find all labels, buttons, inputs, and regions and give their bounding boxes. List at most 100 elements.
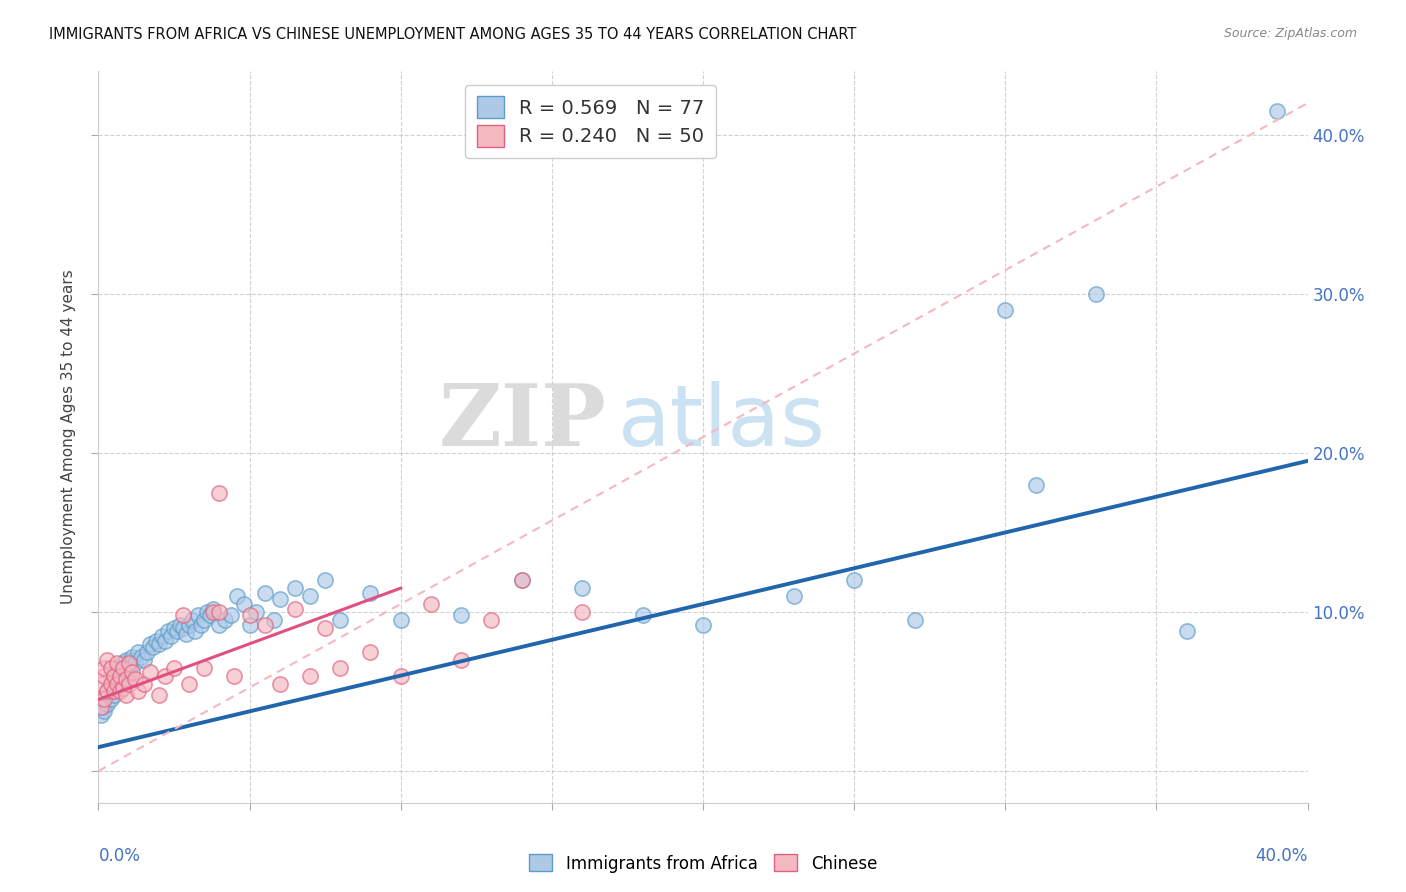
Point [994, 302, 1017, 317]
Point [148, 637, 170, 651]
Point [904, 613, 927, 627]
Point [179, 676, 201, 690]
Point [90, 700, 112, 714]
Point [153, 633, 176, 648]
Point [692, 617, 714, 632]
Point [139, 665, 162, 680]
Text: 40.0%: 40.0% [1256, 847, 1308, 864]
Point [202, 602, 225, 616]
Point [208, 605, 231, 619]
Point [111, 660, 134, 674]
Text: atlas: atlas [619, 381, 827, 464]
Point [269, 592, 291, 607]
Point [111, 681, 134, 696]
Point [329, 613, 352, 627]
Point [103, 684, 125, 698]
Point [111, 676, 134, 690]
Point [360, 645, 382, 659]
Point [510, 573, 533, 587]
Point [221, 608, 243, 623]
Point [1024, 477, 1046, 491]
Point [1085, 287, 1108, 301]
Point [105, 656, 128, 670]
Point [208, 617, 231, 632]
Point [214, 613, 236, 627]
Point [105, 665, 128, 680]
Point [284, 602, 307, 616]
Point [1175, 624, 1198, 638]
Point [108, 660, 131, 674]
Point [239, 608, 262, 623]
Point [844, 573, 866, 587]
Point [148, 688, 170, 702]
Point [93, 660, 115, 674]
Point [450, 653, 472, 667]
Point [121, 649, 143, 664]
Point [96, 697, 118, 711]
Point [114, 688, 136, 702]
Point [163, 660, 186, 674]
Point [181, 613, 204, 627]
Point [232, 597, 254, 611]
Point [105, 676, 128, 690]
Point [100, 676, 122, 690]
Point [187, 608, 209, 623]
Text: 0.0%: 0.0% [98, 847, 141, 864]
Point [166, 624, 188, 638]
Point [142, 640, 165, 654]
Point [121, 653, 143, 667]
Point [93, 704, 115, 718]
Point [156, 624, 179, 638]
Point [96, 684, 118, 698]
Point [169, 617, 191, 632]
Point [118, 660, 141, 674]
Point [420, 597, 443, 611]
Point [193, 613, 215, 627]
Point [103, 668, 125, 682]
Point [108, 684, 131, 698]
Point [284, 581, 307, 595]
Point [100, 660, 122, 674]
Point [253, 617, 276, 632]
Point [314, 621, 336, 635]
Point [135, 645, 157, 659]
Point [150, 629, 173, 643]
Point [571, 581, 593, 595]
Point [163, 621, 186, 635]
Point [389, 668, 412, 682]
Point [114, 672, 136, 686]
Legend: Immigrants from Africa, Chinese: Immigrants from Africa, Chinese [522, 847, 884, 880]
Point [145, 633, 167, 648]
Point [631, 608, 654, 623]
Point [118, 656, 141, 670]
Point [200, 608, 222, 623]
Text: Source: ZipAtlas.com: Source: ZipAtlas.com [1223, 27, 1357, 40]
Point [139, 637, 162, 651]
Point [90, 708, 112, 723]
Point [193, 660, 215, 674]
Point [299, 589, 322, 603]
Point [263, 613, 285, 627]
Point [100, 676, 122, 690]
Point [127, 684, 149, 698]
Point [96, 653, 118, 667]
Point [124, 656, 146, 670]
Point [481, 613, 503, 627]
Point [195, 605, 218, 619]
Point [329, 660, 352, 674]
Point [153, 668, 176, 682]
Legend: R = 0.569   N = 77, R = 0.240   N = 50: R = 0.569 N = 77, R = 0.240 N = 50 [465, 85, 716, 158]
Point [108, 672, 131, 686]
Point [103, 668, 125, 682]
Point [299, 668, 322, 682]
Point [93, 700, 115, 714]
Point [172, 608, 194, 623]
Point [571, 605, 593, 619]
Point [108, 668, 131, 682]
Point [253, 586, 276, 600]
Point [314, 573, 336, 587]
Point [118, 676, 141, 690]
Text: ZIP: ZIP [439, 381, 606, 465]
Point [121, 665, 143, 680]
Point [208, 485, 231, 500]
